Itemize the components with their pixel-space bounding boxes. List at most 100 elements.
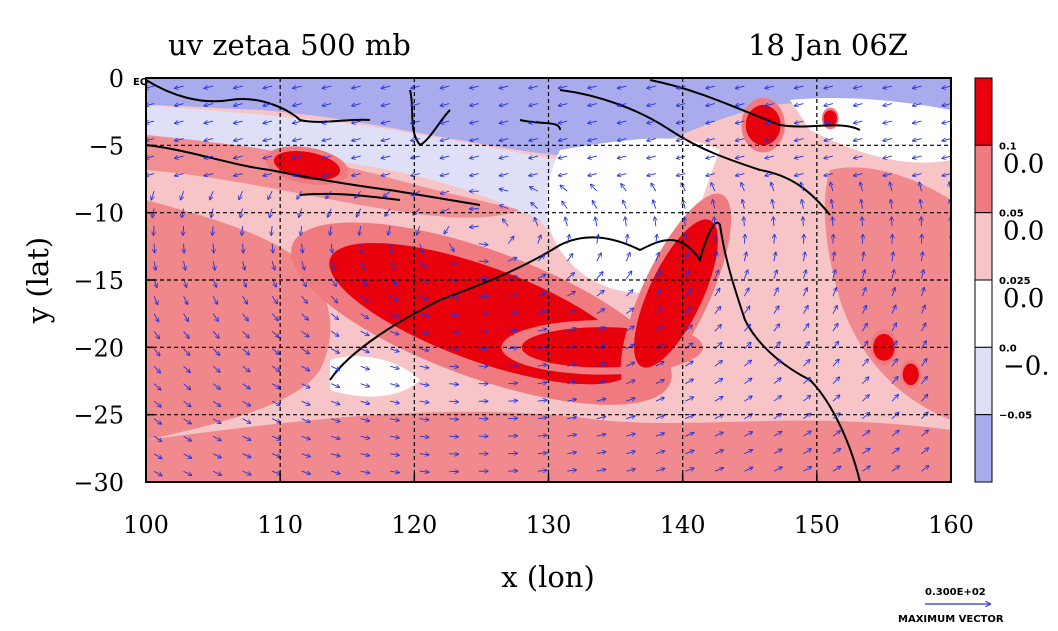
wind-vector — [565, 217, 567, 227]
wind-vector — [655, 451, 665, 454]
wind-vector — [862, 306, 866, 314]
wind-vector — [390, 454, 399, 456]
wind-vector — [773, 449, 782, 455]
wind-vector — [301, 313, 309, 320]
wind-vector — [420, 243, 423, 253]
wind-vector — [803, 306, 808, 314]
wind-vector — [744, 324, 750, 332]
wind-vector — [263, 174, 273, 176]
wind-vector — [883, 174, 893, 176]
colorbar-overflow-label: −0. — [1003, 351, 1050, 381]
wind-vector — [795, 174, 804, 176]
wind-vector — [588, 139, 597, 141]
wind-vector — [360, 365, 369, 369]
wind-vector — [803, 431, 810, 437]
wind-vector — [559, 104, 568, 106]
wind-vector — [389, 295, 398, 301]
wind-vector — [795, 121, 804, 123]
wind-vector — [714, 450, 723, 455]
wind-vector — [714, 289, 720, 297]
wind-vector — [175, 86, 184, 88]
wind-vector — [390, 471, 399, 472]
wind-vector — [153, 330, 159, 338]
wind-vector — [559, 86, 568, 88]
wind-vector — [529, 121, 538, 123]
wind-vector — [854, 139, 863, 141]
wind-vector — [655, 271, 661, 279]
wind-vector — [330, 313, 338, 320]
wind-vector — [677, 86, 686, 88]
wind-vector — [242, 313, 249, 321]
y-tick-label: −5 — [89, 132, 124, 160]
wind-vector — [803, 324, 808, 332]
wind-vector — [271, 313, 278, 321]
wind-vector — [567, 346, 576, 349]
wind-vector — [153, 470, 162, 476]
y-axis-ticks: 0 −5 −10 −15 −20 −25 −30 — [73, 65, 154, 497]
equator-label: EQ — [133, 77, 148, 88]
wind-vector — [242, 330, 249, 337]
wind-vector — [331, 243, 332, 253]
wind-vector — [684, 289, 690, 297]
wind-vector — [921, 341, 926, 349]
wind-vector — [913, 86, 922, 88]
wind-vector — [744, 396, 752, 402]
wind-vector — [537, 235, 541, 244]
wind-vector — [706, 156, 715, 158]
wind-vector — [204, 86, 214, 88]
wind-vector — [854, 156, 863, 158]
wind-vector — [470, 104, 479, 106]
wind-vector — [212, 435, 221, 440]
wind-vector — [592, 201, 598, 209]
wind-vector — [744, 217, 745, 227]
wind-vector — [381, 121, 391, 123]
wind-vector — [183, 400, 191, 406]
wind-vector — [243, 243, 244, 253]
wind-vector — [625, 290, 632, 297]
wind-vector — [803, 270, 806, 279]
wind-vector — [411, 139, 420, 141]
wind-vector — [419, 366, 429, 368]
wind-vector — [419, 331, 429, 333]
wind-vector — [417, 225, 421, 235]
wind-vector — [212, 383, 220, 389]
wind-vector — [449, 401, 458, 402]
wind-vector — [330, 400, 339, 404]
wind-vector — [271, 470, 280, 474]
wind-vector — [153, 348, 160, 356]
wind-vector — [537, 400, 547, 401]
wind-vector — [537, 311, 547, 314]
pos-band-west — [146, 200, 331, 440]
wind-vector — [184, 261, 186, 270]
wind-vector — [537, 365, 547, 367]
wind-vector — [714, 432, 723, 437]
wind-vector — [537, 293, 546, 297]
coast-nusa — [299, 192, 401, 201]
wind-vector — [175, 174, 184, 176]
wind-vector — [891, 430, 899, 437]
wind-vector — [390, 436, 399, 438]
wind-vector — [440, 156, 450, 158]
wind-vector — [891, 448, 899, 455]
wind-vector — [765, 174, 775, 176]
wind-vector — [508, 348, 517, 349]
x-tick-label: 150 — [794, 511, 840, 539]
wind-vector — [736, 104, 745, 106]
wind-vector — [596, 434, 606, 436]
wind-vector — [744, 252, 746, 262]
coast-borneo — [146, 79, 371, 123]
wind-vector — [440, 139, 450, 141]
x-axis-ticks: 100 110 120 130 140 150 160 — [123, 474, 974, 539]
wind-vector — [803, 413, 810, 420]
wind-vector — [302, 243, 303, 253]
wind-vector — [360, 278, 367, 286]
wind-vector — [301, 383, 310, 388]
chart-title-left: uv zetaa 500 mb — [168, 28, 411, 62]
wind-vector — [744, 378, 751, 385]
wind-vector — [744, 467, 752, 472]
wind-vector — [742, 200, 744, 209]
wind-vector — [322, 139, 332, 141]
wind-vector — [714, 379, 723, 385]
wind-vector — [234, 156, 243, 158]
wind-vector — [567, 364, 576, 366]
